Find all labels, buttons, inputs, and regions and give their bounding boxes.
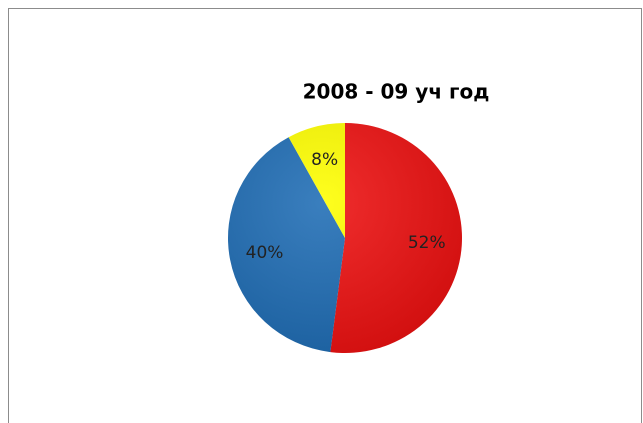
- data-label: 40%: [246, 243, 284, 263]
- data-label: 52%: [408, 233, 446, 253]
- data-label: 8%: [311, 150, 338, 170]
- chart-title: 2008 - 09 уч год: [303, 80, 490, 104]
